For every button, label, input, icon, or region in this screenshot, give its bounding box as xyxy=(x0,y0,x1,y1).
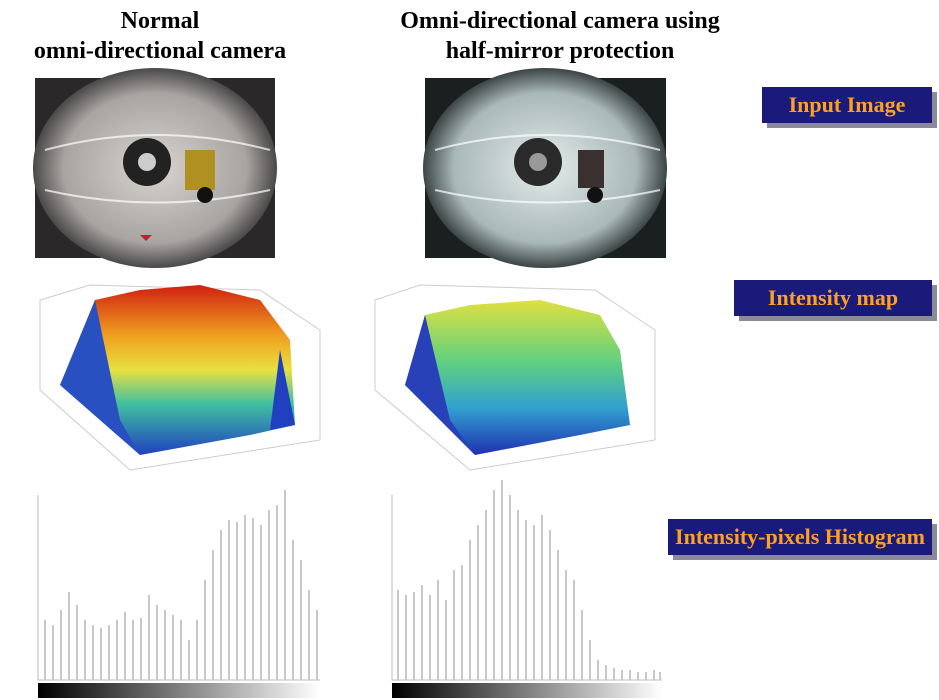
heading-line: half-mirror protection xyxy=(360,36,760,66)
heading-line: Omni-directional camera using xyxy=(360,6,760,36)
heading: Omni-directional camera using half-mirro… xyxy=(360,6,760,66)
intensity-map-half-mirror xyxy=(375,285,655,470)
heading: Normal omni-directional camera xyxy=(5,6,315,66)
heading-line: omni-directional camera xyxy=(5,36,315,66)
histogram-normal xyxy=(38,490,320,698)
input-image-half-mirror xyxy=(423,68,667,268)
row-label: Intensity map xyxy=(734,280,932,316)
intensity-map-normal xyxy=(40,285,320,470)
input-image-normal xyxy=(33,68,277,268)
heading-line: Normal xyxy=(5,6,315,36)
row-label: Intensity-pixels Histogram xyxy=(668,519,932,555)
row-label: Input Image xyxy=(762,87,932,123)
slide: Normal omni-directional camera Omni-dire… xyxy=(0,0,939,700)
histogram-half-mirror xyxy=(392,480,662,698)
